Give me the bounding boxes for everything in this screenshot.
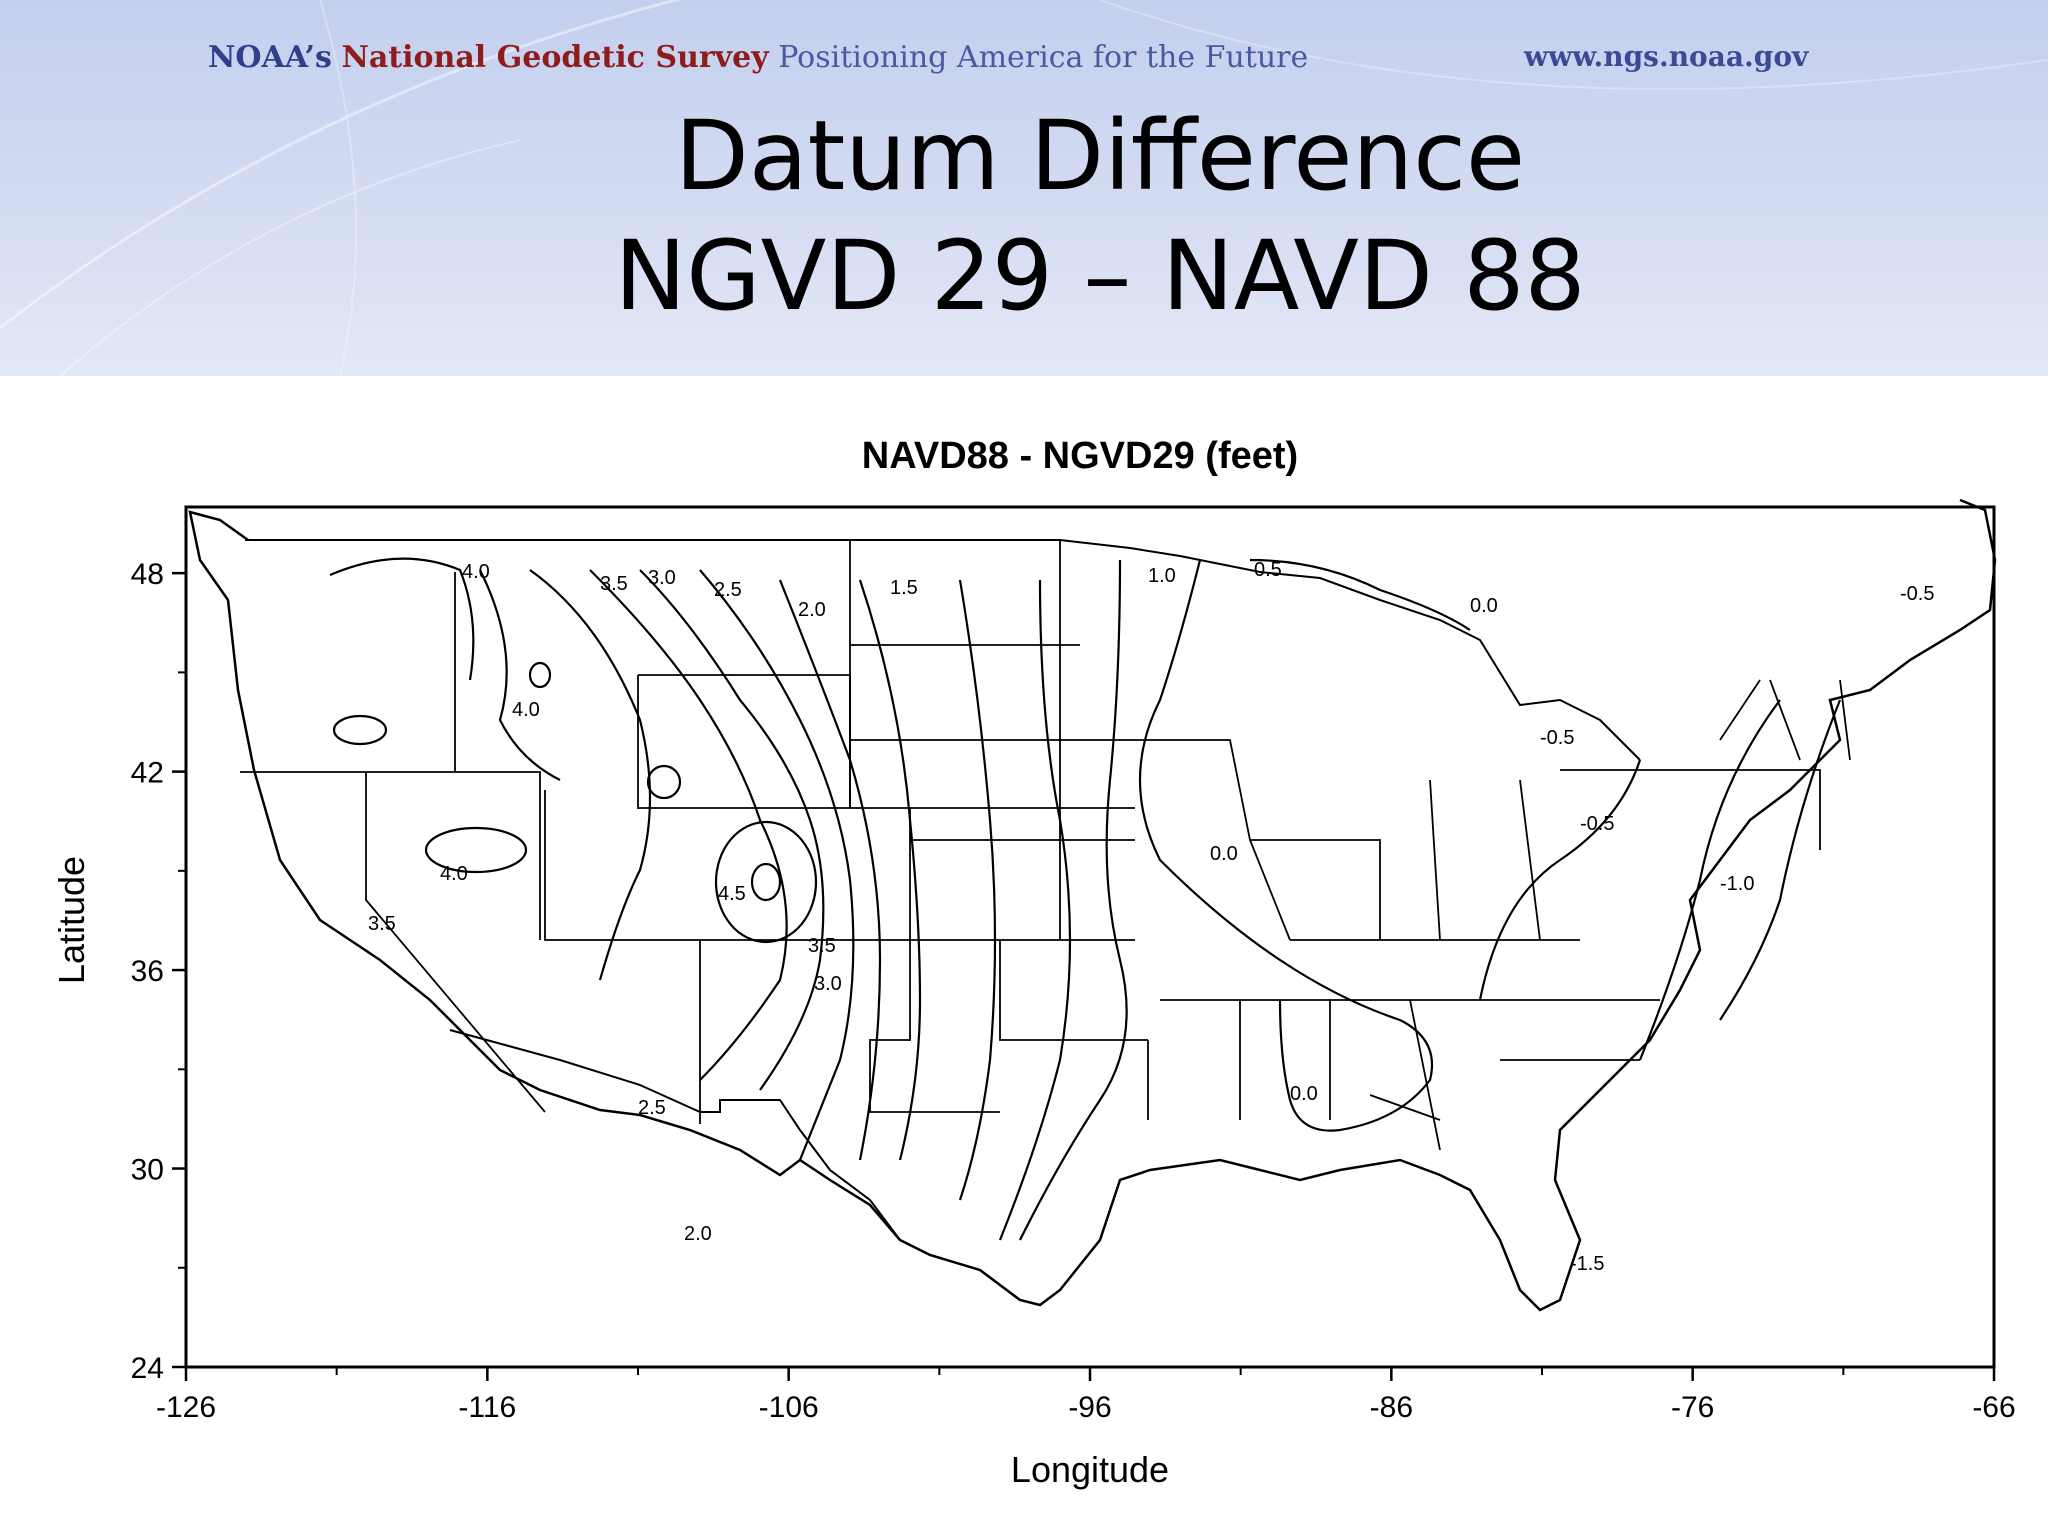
- x-tick-label: -66: [1972, 1391, 2015, 1424]
- border-mexico: [449, 1029, 901, 1241]
- slide-title-line2: NGVD 29 – NAVD 88: [614, 220, 1586, 332]
- border-canada: [245, 539, 1641, 761]
- contour-label: 3.0: [814, 973, 842, 995]
- contour-label: 4.0: [462, 561, 490, 583]
- contour-labels: 4.0 4.0 4.0 3.5 3.5 3.5 3.0 3.0 2.5 2.5 …: [368, 559, 1934, 1275]
- contour-label: 1.0: [1148, 565, 1176, 587]
- ngs-header: NOAA’s National Geodetic Survey Position…: [208, 40, 1308, 80]
- contour-label: 4.0: [512, 699, 540, 721]
- y-tick-label: 42: [131, 757, 164, 790]
- contour-label: 3.5: [600, 573, 628, 595]
- contour-label: 2.0: [684, 1223, 712, 1245]
- contour-label: 2.0: [798, 599, 826, 621]
- contour-label: 4.0: [440, 863, 468, 885]
- y-tick-label: 48: [131, 558, 164, 591]
- x-axis-label: Longitude: [1011, 1449, 1169, 1490]
- contour-label: 0.5: [1254, 559, 1282, 581]
- contour-label: -1.5: [1570, 1253, 1604, 1275]
- map-content: 4.0 4.0 4.0 3.5 3.5 3.5 3.0 3.0 2.5 2.5 …: [188, 498, 1997, 1312]
- ngs-label: National Geodetic Survey: [341, 40, 769, 75]
- contour-label: 3.0: [648, 567, 676, 589]
- x-tick-label: -126: [156, 1391, 216, 1424]
- x-tick-label: -76: [1671, 1391, 1714, 1424]
- contour-lines: [329, 557, 1842, 1241]
- plot-frame: [184, 505, 1996, 1369]
- tagline: Positioning America for the Future: [778, 40, 1309, 75]
- y-tick-label: 36: [131, 955, 164, 988]
- x-axis: -126 -116 -106 -96 -86 -76 -66: [156, 1367, 2016, 1424]
- slide-title-line1: Datum Difference: [674, 100, 1526, 212]
- y-axis-label: Latitude: [51, 856, 92, 984]
- contour-label: 0.0: [1290, 1083, 1318, 1105]
- state-boundaries: [240, 540, 1851, 1151]
- header-banner: NOAA’s National Geodetic Survey Position…: [0, 0, 2048, 376]
- website-url[interactable]: www.ngs.noaa.gov: [1524, 40, 1809, 73]
- contour-label: 0.0: [1470, 595, 1498, 617]
- contour-map-figure: NAVD88 - NGVD29 (feet): [51, 435, 2016, 1490]
- x-tick-label: -96: [1068, 1391, 1111, 1424]
- x-tick-label: -106: [759, 1391, 819, 1424]
- contour-label: 4.5: [718, 883, 746, 905]
- contour-label: 0.0: [1210, 843, 1238, 865]
- x-tick-label: -86: [1370, 1391, 1413, 1424]
- contour-label: -0.5: [1540, 727, 1574, 749]
- contour-label: 3.5: [808, 935, 836, 957]
- map-title: NAVD88 - NGVD29 (feet): [862, 435, 1298, 477]
- contour-label: -0.5: [1580, 813, 1614, 835]
- y-tick-label: 30: [131, 1154, 164, 1187]
- banner-decoration: [0, 0, 2048, 376]
- contour-label: 1.5: [890, 577, 918, 599]
- y-axis: 48 42 36 30 24: [131, 558, 186, 1385]
- contour-label: 2.5: [638, 1097, 666, 1119]
- noaa-label: NOAA’s: [208, 40, 332, 75]
- contour-label: -1.0: [1720, 873, 1754, 895]
- x-tick-label: -116: [458, 1391, 516, 1424]
- contour-label: -0.5: [1900, 583, 1934, 605]
- contour-label: 2.5: [714, 579, 742, 601]
- us-outline: [188, 498, 1997, 1312]
- contour-label: 3.5: [368, 913, 396, 935]
- y-tick-label: 24: [131, 1352, 164, 1385]
